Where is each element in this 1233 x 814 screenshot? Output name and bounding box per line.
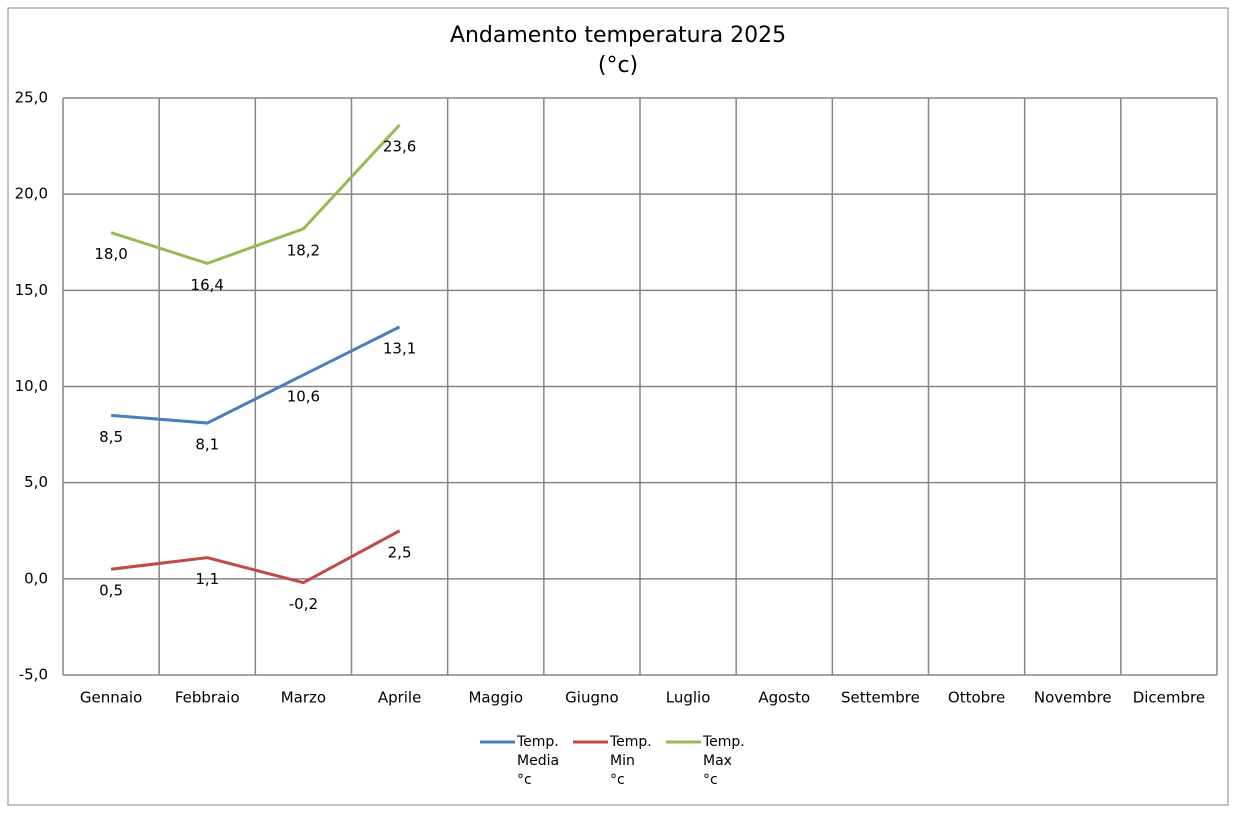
x-tick-label: Settembre xyxy=(841,689,920,707)
series-line xyxy=(110,529,401,585)
series-line xyxy=(110,123,401,265)
data-label: 18,2 xyxy=(287,241,320,259)
data-label: 16,4 xyxy=(191,276,224,294)
legend-label: Temp. Max °c xyxy=(702,734,749,788)
x-tick-label: Ottobre xyxy=(948,689,1005,707)
x-tick-label: Luglio xyxy=(666,689,711,707)
legend-label: Temp. Media °c xyxy=(516,734,564,788)
data-label: 18,0 xyxy=(94,245,127,263)
x-tick-label: Giugno xyxy=(565,689,619,707)
data-label: 13,1 xyxy=(383,339,416,357)
chart-subtitle: (°c) xyxy=(598,53,638,78)
chart-title: Andamento temperatura 2025 xyxy=(450,23,786,48)
data-label: 2,5 xyxy=(388,543,412,561)
x-tick-label: Febbraio xyxy=(175,689,240,707)
data-label: 0,5 xyxy=(99,582,123,600)
x-tick-label: Agosto xyxy=(758,689,810,707)
data-label: 8,5 xyxy=(99,428,123,446)
y-tick-label: 0,0 xyxy=(24,569,48,587)
x-tick-label: Gennaio xyxy=(80,689,142,707)
x-tick-label: Dicembre xyxy=(1133,689,1205,707)
x-tick-label: Maggio xyxy=(468,689,523,707)
x-tick-label: Novembre xyxy=(1034,689,1112,707)
chart-border xyxy=(7,7,1229,806)
x-tick-label: Aprile xyxy=(378,689,422,707)
data-label: 8,1 xyxy=(195,436,219,454)
series-line xyxy=(110,325,401,425)
y-tick-label: 25,0 xyxy=(15,89,48,107)
y-tick-label: 5,0 xyxy=(24,473,48,491)
y-tick-label: -5,0 xyxy=(19,666,48,684)
y-tick-label: 15,0 xyxy=(15,281,48,299)
y-tick-label: 10,0 xyxy=(15,377,48,395)
x-tick-label: Marzo xyxy=(281,689,326,707)
data-label: -0,2 xyxy=(289,595,318,613)
data-label: 1,1 xyxy=(195,570,219,588)
y-tick-label: 20,0 xyxy=(15,185,48,203)
data-label: 23,6 xyxy=(383,137,416,155)
legend-label: Temp. Min °c xyxy=(609,734,656,788)
data-label: 10,6 xyxy=(287,387,320,405)
